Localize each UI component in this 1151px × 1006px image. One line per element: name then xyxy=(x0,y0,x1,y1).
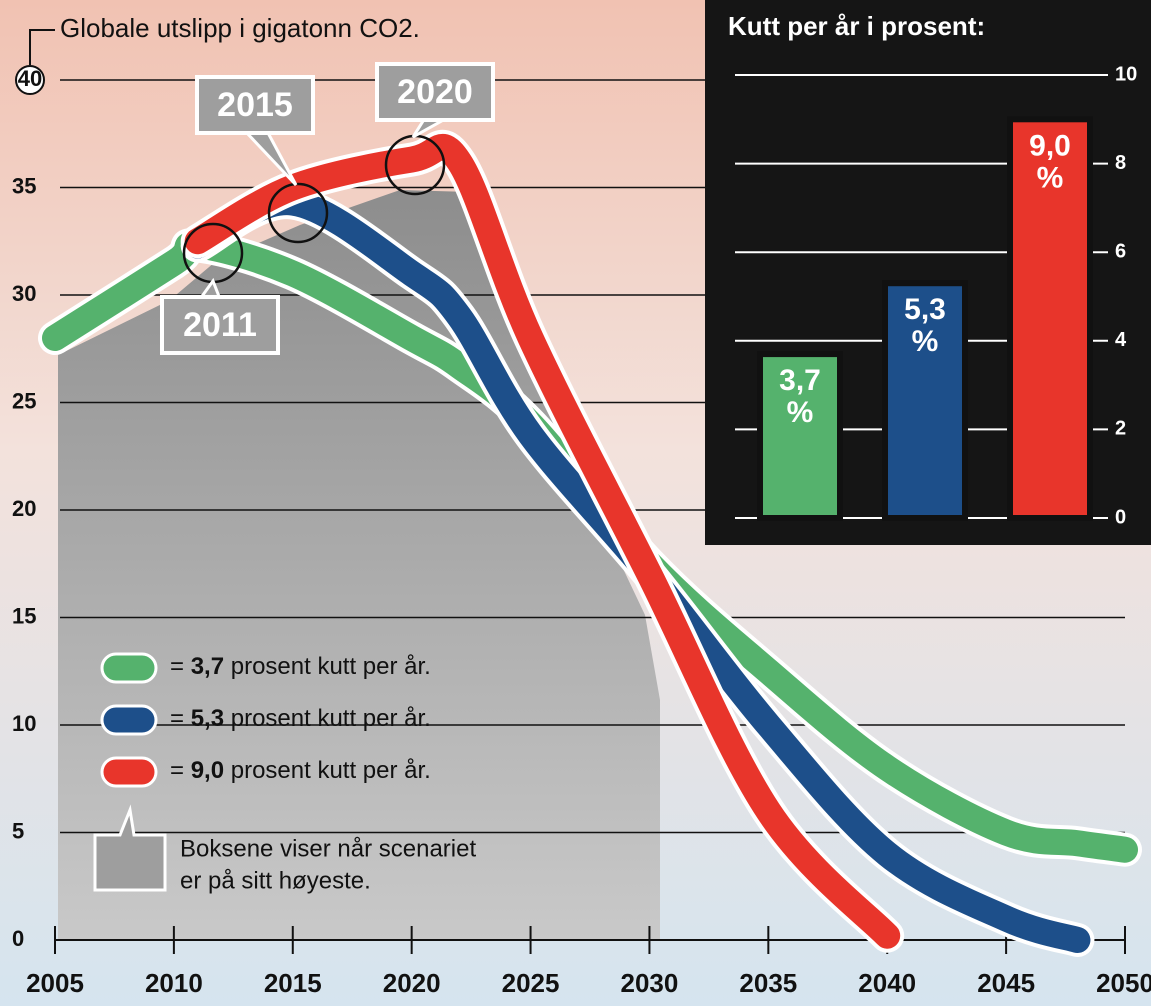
legend-label: = 5,3 prosent kutt per år. xyxy=(170,705,431,732)
x-tick-label: 2050 xyxy=(1096,968,1151,998)
legend-label: = 9,0 prosent kutt per år. xyxy=(170,757,431,784)
x-tick-label: 2035 xyxy=(739,968,797,998)
callout-tail xyxy=(198,277,222,300)
callout-box xyxy=(160,295,280,355)
note-icon xyxy=(93,804,167,892)
cut-chart: Kutt per år i prosent: 0 2 4 6 8 10 3,7 % 5,3 % 9,0… xyxy=(705,0,1151,545)
chart-title: Globale utslipp i gigatonn CO2. xyxy=(60,13,420,43)
legend-swatch xyxy=(100,704,158,736)
bar xyxy=(757,351,843,521)
x-tick-label: 2010 xyxy=(145,968,203,998)
bar-label: 5,3% xyxy=(904,293,946,358)
x-tick-label: 2020 xyxy=(383,968,441,998)
legend-part: prosent kutt per år. xyxy=(231,757,431,784)
legend-part: 9,0 xyxy=(191,757,224,784)
bar xyxy=(1007,116,1093,522)
line xyxy=(184,133,901,949)
note-text: Boksene viser når scenariet xyxy=(180,835,476,862)
callout-label: 2020 xyxy=(397,73,473,111)
legend-part: = xyxy=(170,757,184,784)
x-tick-label: 2025 xyxy=(502,968,560,998)
callout-box xyxy=(195,75,315,135)
x-tick-label: 2005 xyxy=(26,968,84,998)
y-tick-label: 20 xyxy=(12,496,36,521)
y-tick-label: 2 xyxy=(1115,418,1126,440)
y-tick-label: 4 xyxy=(1115,329,1127,351)
legend-part: = xyxy=(170,653,184,680)
bar-label: 3,7% xyxy=(779,364,821,429)
x-tick-label: 2045 xyxy=(977,968,1035,998)
legend-swatch xyxy=(100,652,158,684)
legend-label: = 3,7 prosent kutt per år. xyxy=(170,653,431,680)
callout-label: 2015 xyxy=(217,86,293,124)
legend-swatch xyxy=(100,756,158,788)
note-text: er på sitt høyeste. xyxy=(180,867,371,894)
title-bracket xyxy=(29,29,55,65)
legend-part: prosent kutt per år. xyxy=(231,705,431,732)
y-tick-label: 35 xyxy=(12,173,36,198)
callout-box xyxy=(375,62,495,122)
x-tick-label: 2015 xyxy=(264,968,322,998)
y-tick-label: 0 xyxy=(1115,506,1126,528)
y-tick-label: 15 xyxy=(12,603,36,628)
y-tick-label: 40 xyxy=(18,66,42,91)
x-tick-label: 2030 xyxy=(621,968,679,998)
y-tick-label: 6 xyxy=(1115,240,1126,262)
y-tick-label: 0 xyxy=(12,926,24,951)
peak-marker xyxy=(267,182,329,244)
callout-tail xyxy=(243,129,298,187)
legend-part: 3,7 xyxy=(191,653,224,680)
legend-part: prosent kutt per år. xyxy=(231,653,431,680)
callout-tail xyxy=(411,116,448,139)
y-tick-label: 8 xyxy=(1115,152,1126,174)
tick-circle xyxy=(15,65,45,95)
y-tick-label: 25 xyxy=(12,388,36,413)
legend-part: = xyxy=(170,705,184,732)
bar-label: 9,0% xyxy=(1029,129,1071,194)
inset-title: Kutt per år i prosent: xyxy=(728,11,985,41)
y-tick-label: 10 xyxy=(12,711,36,736)
bar xyxy=(882,280,968,521)
y-tick-label: 10 xyxy=(1115,63,1137,85)
y-tick-label: 30 xyxy=(12,281,36,306)
y-tick-label: 5 xyxy=(12,818,24,843)
x-tick-label: 2040 xyxy=(858,968,916,998)
callout-label: 2011 xyxy=(183,306,257,344)
legend-part: 5,3 xyxy=(191,705,224,732)
